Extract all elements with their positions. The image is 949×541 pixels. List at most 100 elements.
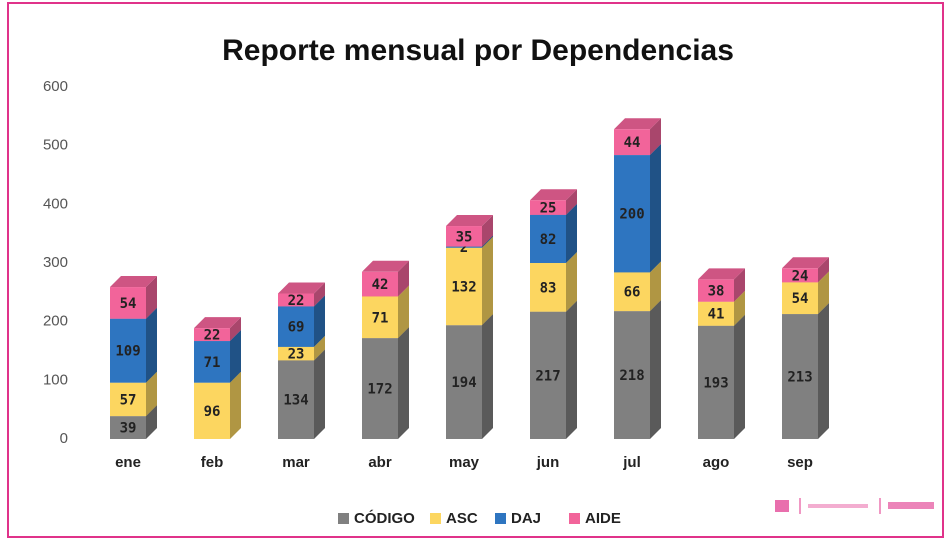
bar-side	[398, 285, 409, 339]
bar-top	[614, 118, 661, 130]
bar-side	[566, 300, 577, 439]
value-label: 22	[204, 328, 221, 344]
x-tick-label: sep	[787, 454, 813, 471]
bar-side	[314, 335, 325, 361]
bar-side	[566, 252, 577, 312]
bar-side	[146, 307, 157, 383]
y-tick-label: 500	[43, 137, 68, 154]
value-label: 57	[120, 392, 137, 408]
x-tick-label: ene	[115, 454, 141, 471]
bar-side	[482, 236, 493, 326]
bar-side	[230, 317, 241, 342]
y-tick-label: 0	[60, 430, 68, 447]
bar	[782, 314, 818, 439]
bar-side	[734, 314, 745, 439]
chart-title: Reporte mensual por Dependencias	[222, 34, 734, 67]
value-label: 35	[456, 229, 473, 245]
bar	[614, 155, 650, 273]
value-label: 25	[540, 201, 557, 217]
x-tick-label: may	[449, 454, 480, 471]
value-label: 44	[624, 135, 641, 151]
bar-side	[398, 327, 409, 439]
bar-side	[146, 371, 157, 417]
bar-side	[314, 282, 325, 307]
bar	[698, 301, 734, 326]
bar-side	[146, 405, 157, 439]
value-label: 66	[624, 285, 641, 301]
x-tick-label: ago	[703, 454, 730, 471]
value-label: 24	[792, 268, 809, 284]
bar	[278, 360, 314, 439]
bar-side	[650, 118, 661, 156]
bar-side	[566, 189, 577, 215]
bar	[278, 293, 314, 307]
bar	[782, 268, 818, 283]
x-tick-label: feb	[201, 454, 224, 471]
bar-side	[566, 203, 577, 263]
value-label: 213	[787, 370, 812, 386]
value-label: 96	[204, 404, 221, 420]
bar-side	[650, 144, 661, 273]
bar-side	[818, 303, 829, 439]
bar	[446, 246, 482, 248]
x-tick-label: abr	[368, 454, 392, 471]
bar	[362, 338, 398, 439]
legend-label: AIDE	[585, 510, 621, 527]
bar	[278, 306, 314, 347]
bar-top	[194, 317, 241, 329]
y-tick-label: 400	[43, 195, 68, 212]
bar	[278, 346, 314, 361]
bar-side	[398, 260, 409, 297]
bar	[110, 318, 146, 383]
bar-side	[818, 271, 829, 315]
bar-side	[482, 235, 493, 248]
value-label: 134	[283, 393, 308, 409]
value-label: 200	[619, 207, 644, 223]
bar-top	[110, 276, 157, 288]
bar	[530, 263, 566, 312]
legend-label: DAJ	[511, 510, 541, 527]
bar-top	[446, 215, 493, 227]
bar-side	[650, 261, 661, 312]
value-label: 2	[460, 240, 468, 256]
bar	[362, 296, 398, 339]
bar-side	[230, 330, 241, 383]
value-label: 132	[451, 279, 476, 295]
bar-side	[734, 290, 745, 326]
x-tick-label: jun	[536, 454, 560, 471]
bar-top	[530, 189, 577, 201]
bar-side	[482, 314, 493, 439]
bar	[110, 416, 146, 439]
value-label: 39	[120, 421, 137, 437]
bar	[110, 382, 146, 417]
bar	[614, 129, 650, 156]
value-label: 38	[708, 284, 725, 300]
value-label: 217	[535, 368, 560, 384]
bar-top	[782, 257, 829, 269]
bar-side	[314, 295, 325, 347]
y-tick-label: 200	[43, 313, 68, 330]
bar	[446, 325, 482, 439]
bar	[530, 311, 566, 439]
legend-swatch	[569, 513, 580, 524]
legend-label: CÓDIGO	[354, 509, 415, 527]
bar-side	[734, 268, 745, 302]
bar	[530, 200, 566, 215]
value-label: 54	[792, 291, 809, 307]
y-tick-label: 300	[43, 254, 68, 271]
value-label: 22	[288, 293, 305, 309]
value-label: 83	[540, 280, 557, 296]
bar	[194, 328, 230, 342]
bar	[194, 341, 230, 383]
y-tick-label: 600	[43, 78, 68, 95]
bar	[362, 271, 398, 297]
value-label: 69	[288, 320, 305, 336]
bar-top	[362, 260, 409, 272]
bar-side	[314, 349, 325, 439]
value-label: 42	[372, 277, 389, 293]
x-tick-label: mar	[282, 454, 310, 471]
bar-top	[698, 268, 745, 280]
bar	[194, 382, 230, 439]
bar	[614, 272, 650, 312]
